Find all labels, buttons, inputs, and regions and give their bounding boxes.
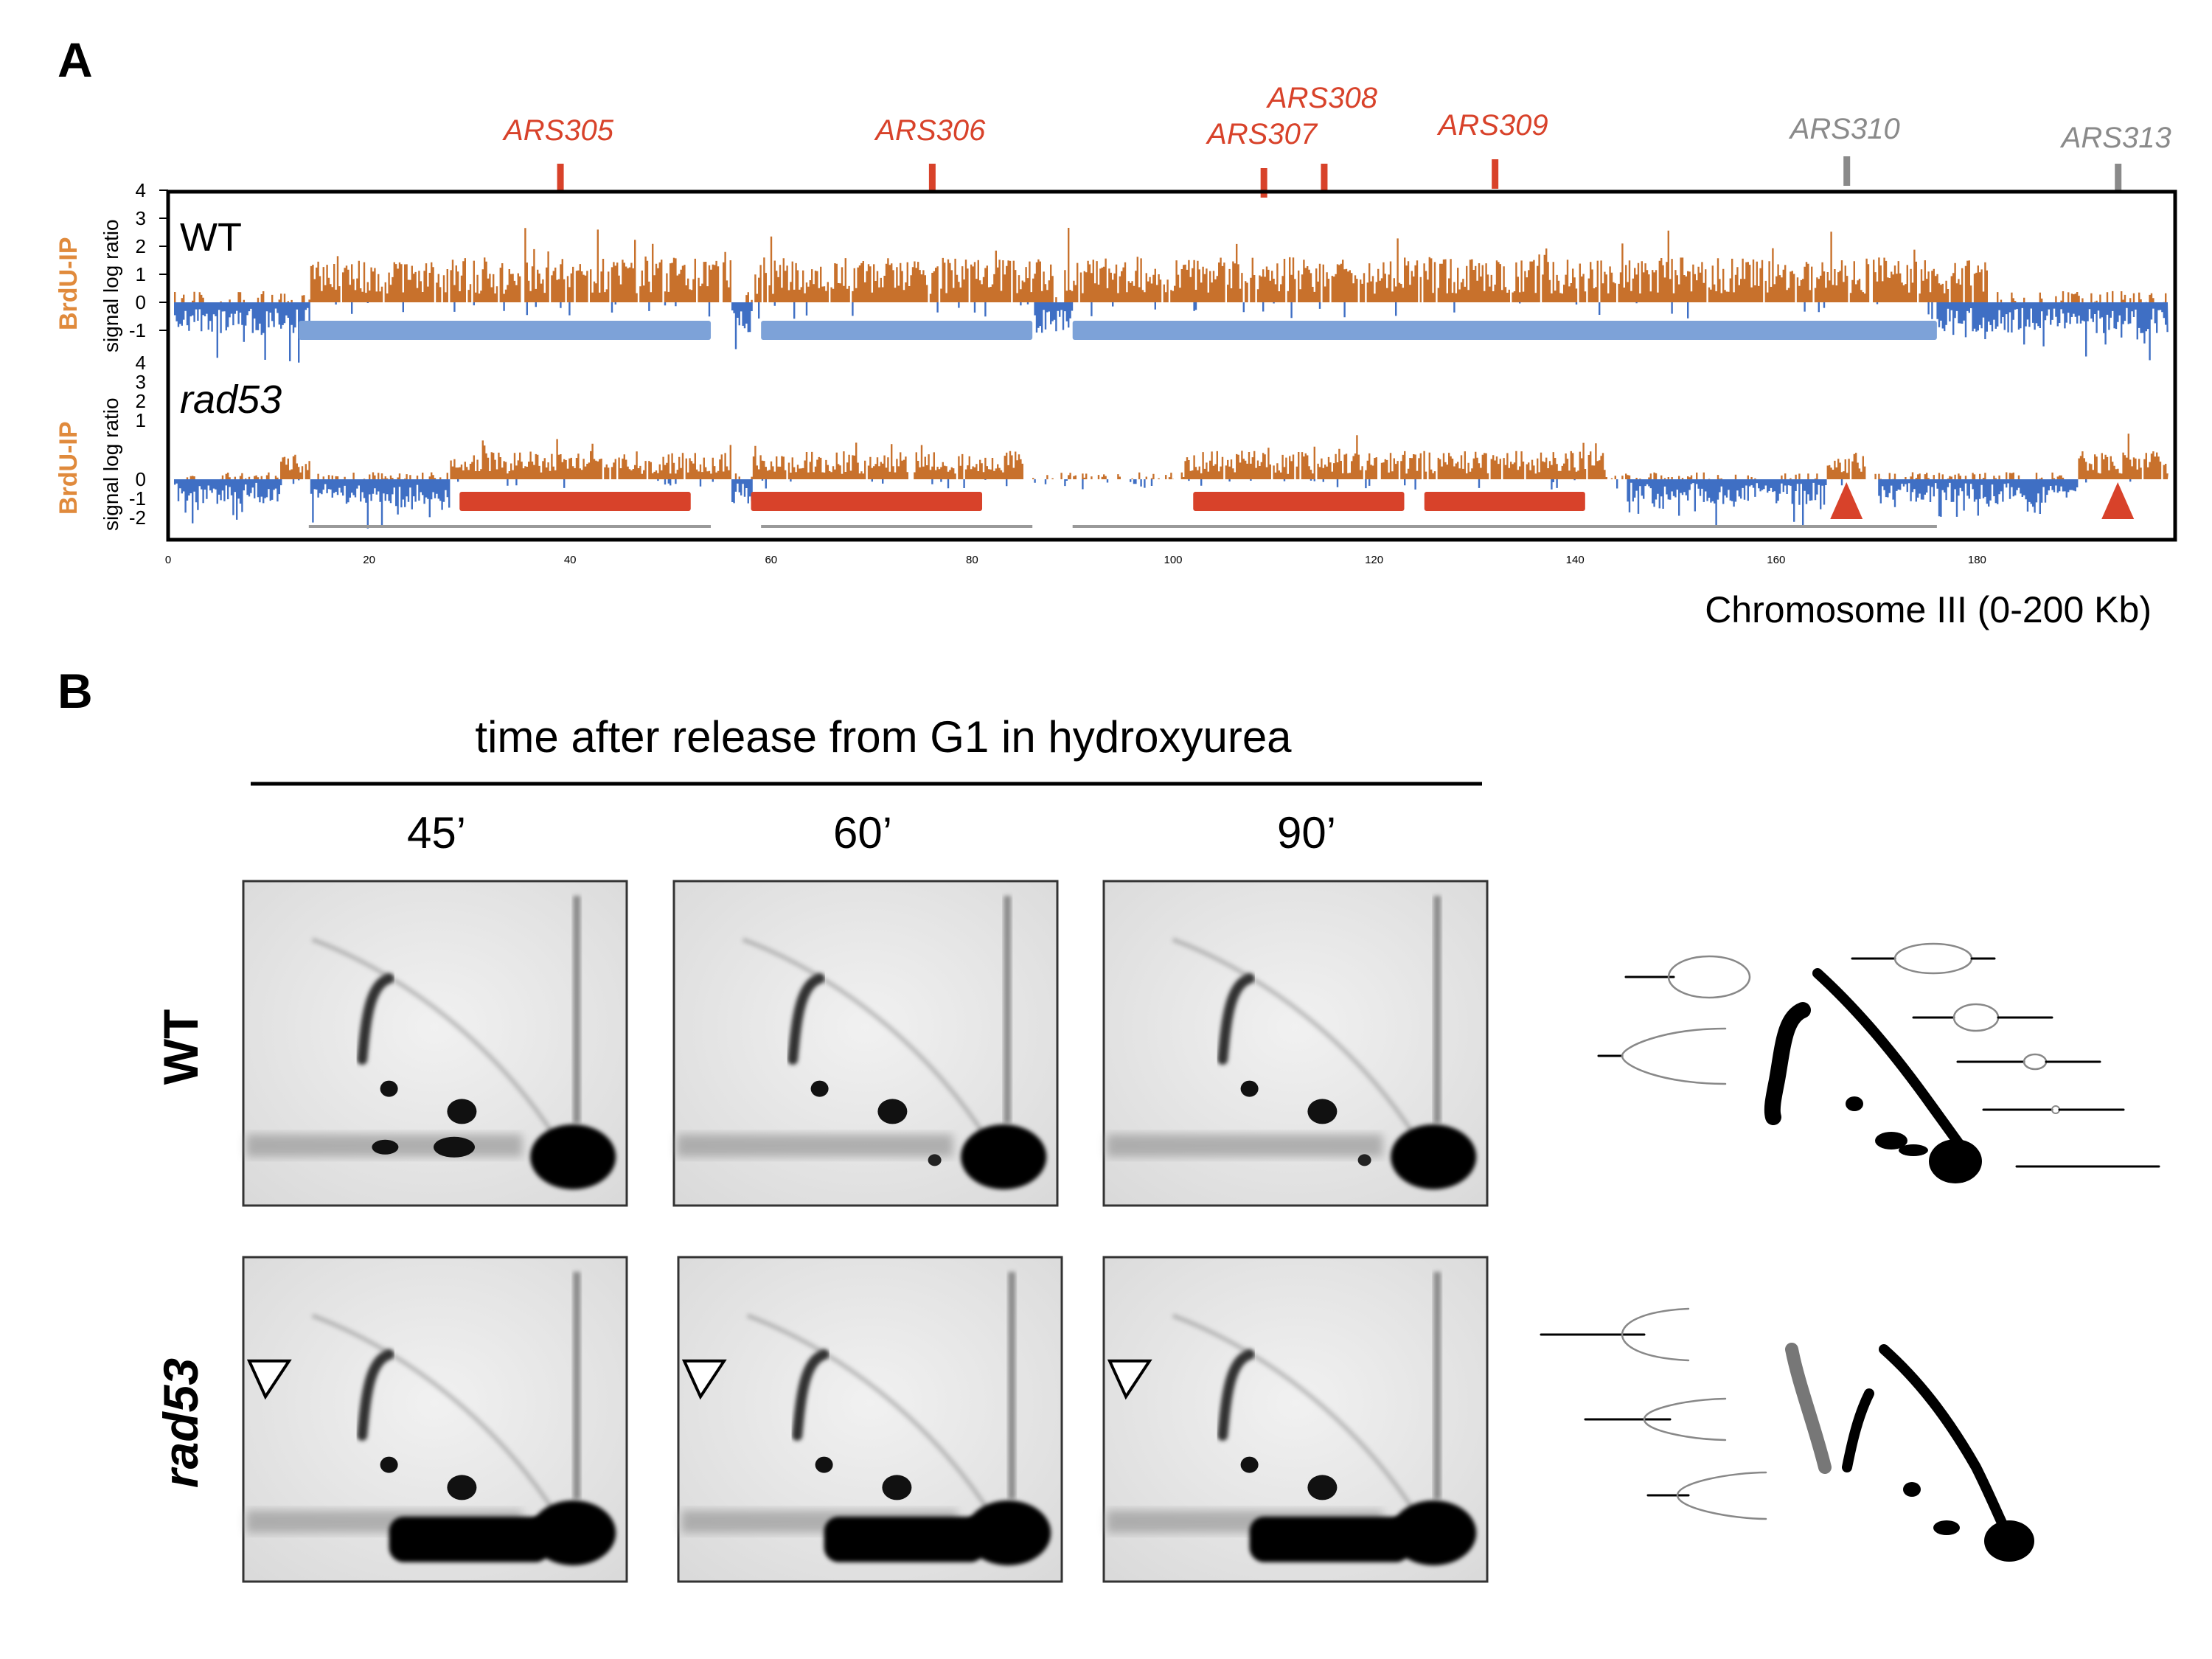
positive-signal	[174, 434, 2168, 479]
rad53-replicated-region-bar	[459, 492, 691, 511]
time-label-60: 60’	[833, 808, 892, 858]
ars-tick	[1260, 168, 1267, 198]
row-label-rad53: rad53	[153, 1358, 208, 1488]
gel-wt-45	[242, 880, 628, 1207]
y-tick-wt: 1	[136, 263, 146, 285]
time-label-90: 90’	[1277, 808, 1336, 858]
wt-region-reference	[1072, 525, 1937, 528]
y-tick-rad53: 3	[136, 371, 146, 393]
ars-label: ARS309	[1437, 109, 1548, 142]
ars-label: ARS308	[1266, 82, 1378, 114]
replication-bars	[299, 321, 2135, 528]
track-rad53-label: rad53	[180, 378, 282, 422]
x-tick-label: 140	[1566, 554, 1585, 566]
wt-replicated-region-bar	[761, 321, 1033, 340]
ars-tick	[928, 164, 936, 193]
x-tick-label: 20	[363, 554, 375, 566]
ars-label: ARS310	[1789, 113, 1900, 145]
x-tick-label: 60	[765, 554, 777, 566]
x-tick-label: 40	[564, 554, 577, 566]
arrowhead-marker	[681, 1359, 727, 1400]
panel-b-letter: B	[58, 664, 93, 718]
y-tick-rad53: 2	[136, 390, 146, 412]
y-tick-rad53: -1	[129, 487, 146, 509]
y-tick-wt: 4	[136, 179, 146, 201]
ars-tick	[2115, 164, 2122, 193]
ars-labels: ARS305 ARS306 ARS307 ARS308 ARS309 ARS310 ARS3…	[502, 82, 2171, 198]
y-tick-wt: 3	[136, 207, 146, 229]
ars-label: ARS307	[1206, 118, 1318, 150]
arrowhead-marker	[246, 1359, 292, 1400]
gel-rad53-60	[677, 1256, 1063, 1583]
track-wt-label: WT	[180, 215, 242, 260]
time-label-45: 45’	[407, 808, 466, 858]
rad53-brdu-ip-label: BrdU-IP	[55, 421, 83, 515]
ars-tick	[1321, 164, 1328, 193]
fork-arrowhead	[1830, 482, 1863, 519]
signal-traces	[174, 228, 2168, 529]
rad53-replicated-region-bar	[1193, 492, 1405, 511]
wt-brdu-ip-label: BrdU-IP	[55, 237, 83, 330]
wt-region-reference	[308, 525, 712, 528]
wt-region-reference	[761, 525, 1033, 528]
2d-gel-images	[242, 880, 1489, 1583]
y-tick-rad53: 0	[136, 468, 146, 490]
y-tick-rad53: 1	[136, 409, 146, 431]
gel-rad53-90	[1102, 1256, 1489, 1583]
ars-label: ARS305	[502, 114, 614, 147]
wt-signal-log-ratio-label: signal log ratio	[100, 219, 122, 352]
positive-signal	[174, 228, 2168, 302]
y-tick-rad53: -2	[129, 507, 146, 529]
ars-label: ARS313	[2060, 122, 2171, 154]
negative-signal	[174, 479, 2168, 529]
panel-a-letter: A	[58, 32, 93, 87]
row-label-wt: WT	[153, 1009, 208, 1085]
wt-schematic	[1597, 942, 2160, 1183]
chart-frame	[166, 189, 2177, 542]
x-tick-label: 0	[165, 554, 171, 566]
x-tick-labels: 0 20 40 60 80 100 120 140 160 180	[165, 554, 1986, 566]
negative-signal	[174, 302, 2168, 363]
x-tick-label: 80	[966, 554, 978, 566]
y-tick-wt: -1	[129, 319, 146, 341]
gel-wt-90	[1102, 880, 1489, 1207]
ars-tick	[1492, 159, 1499, 189]
arrowhead-marker	[1107, 1359, 1152, 1400]
panel-b-caption: time after release from G1 in hydroxyure…	[475, 712, 1292, 762]
y-tick-rad53: 4	[136, 352, 146, 374]
rad53-replicated-region-bar	[751, 492, 983, 511]
rad53-replicated-region-bar	[1424, 492, 1585, 511]
ars-tick	[557, 164, 564, 193]
x-tick-label: 180	[1968, 554, 1986, 566]
x-tick-label: 100	[1164, 554, 1182, 566]
gel-rad53-45	[242, 1256, 628, 1583]
wt-replicated-region-bar	[299, 321, 712, 340]
y-tick-wt: 2	[136, 235, 146, 257]
ars-label: ARS306	[874, 114, 986, 147]
wt-replicated-region-bar	[1072, 321, 1937, 340]
x-tick-label: 160	[1767, 554, 1785, 566]
gel-wt-60	[672, 880, 1059, 1207]
rad53-signal-log-ratio-label: signal log ratio	[100, 397, 122, 531]
ars-tick	[1843, 156, 1851, 186]
y-tick-wt: 0	[136, 291, 146, 313]
x-axis-title: Chromosome III (0-200 Kb)	[1705, 589, 2152, 630]
x-tick-label: 120	[1365, 554, 1383, 566]
rad53-schematic	[1540, 1307, 2034, 1562]
fork-arrowhead	[2101, 482, 2135, 519]
